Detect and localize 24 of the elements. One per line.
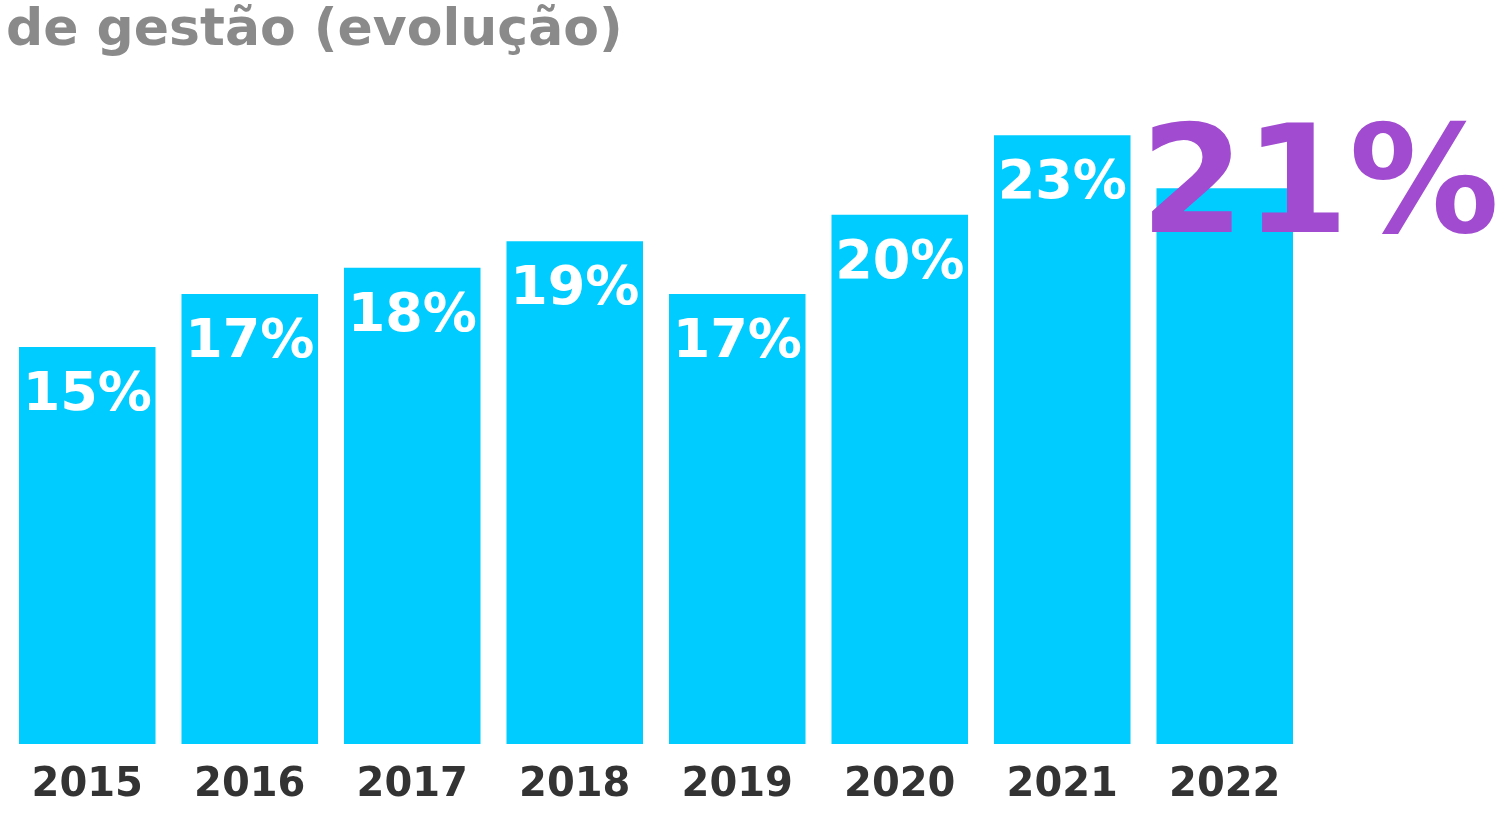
data-label: 19%	[510, 254, 640, 318]
bar	[181, 294, 318, 744]
x-tick-label: 2019	[681, 759, 793, 806]
x-tick-label: 2016	[194, 759, 306, 806]
bar	[831, 214, 968, 744]
bar	[19, 347, 156, 744]
data-label: 17%	[672, 307, 802, 371]
chart-title: de gestão (evolução)	[6, 0, 623, 57]
annotation: 21%	[1140, 93, 1496, 268]
bar	[344, 267, 481, 744]
data-label: 20%	[835, 227, 965, 291]
x-tick-label: 2017	[356, 759, 468, 806]
bar	[506, 241, 643, 744]
data-label: 17%	[185, 307, 315, 371]
data-label: 18%	[347, 280, 477, 344]
data-label: 23%	[997, 148, 1127, 212]
x-tick-label: 2022	[1169, 759, 1281, 806]
x-tick-label: 2020	[844, 759, 956, 806]
bar	[669, 294, 806, 744]
x-tick-label: 2015	[31, 759, 143, 806]
x-tick-label: 2021	[1006, 759, 1118, 806]
bar	[994, 135, 1131, 744]
x-tick-label: 2018	[519, 759, 631, 806]
data-label: 15%	[22, 360, 152, 424]
